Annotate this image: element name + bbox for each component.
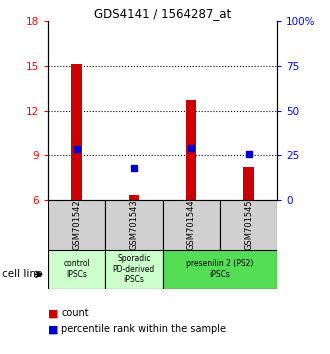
Bar	[243, 167, 254, 200]
Text: ■: ■	[48, 308, 58, 318]
Text: GSM701543: GSM701543	[129, 199, 138, 250]
Text: percentile rank within the sample: percentile rank within the sample	[61, 324, 226, 334]
Bar	[105, 250, 162, 289]
Bar	[48, 200, 105, 250]
Text: count: count	[61, 308, 89, 318]
Bar	[129, 195, 139, 200]
Bar	[48, 250, 105, 289]
Bar	[71, 64, 82, 200]
Bar	[162, 200, 220, 250]
Text: ■: ■	[48, 324, 58, 334]
Bar	[105, 200, 162, 250]
Text: GSM701542: GSM701542	[72, 199, 81, 250]
Text: control
IPSCs: control IPSCs	[63, 259, 90, 279]
Text: GSM701545: GSM701545	[244, 199, 253, 250]
Text: Sporadic
PD-derived
iPSCs: Sporadic PD-derived iPSCs	[113, 254, 155, 284]
Bar	[162, 250, 277, 289]
Bar	[220, 200, 277, 250]
Title: GDS4141 / 1564287_at: GDS4141 / 1564287_at	[94, 7, 231, 20]
Text: cell line: cell line	[2, 269, 42, 279]
Text: presenilin 2 (PS2)
iPSCs: presenilin 2 (PS2) iPSCs	[186, 259, 253, 279]
Text: GSM701544: GSM701544	[187, 199, 196, 250]
Bar	[186, 100, 196, 200]
